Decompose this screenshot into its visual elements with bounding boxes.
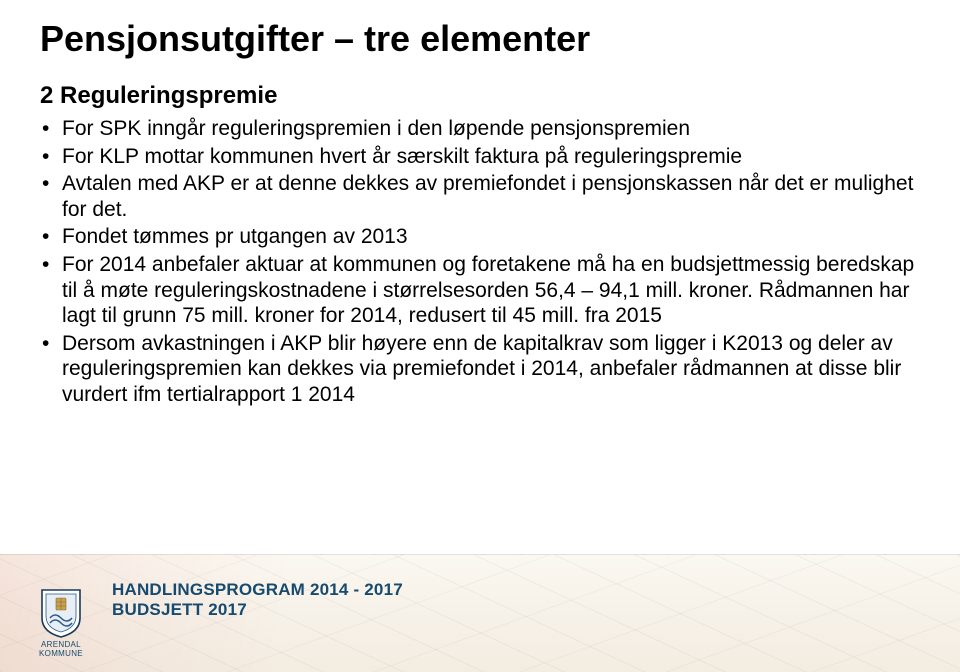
shield-icon: [40, 588, 82, 638]
bullet-item: Dersom avkastningen i AKP blir høyere en…: [40, 331, 920, 408]
footer-line-1: HANDLINGSPROGRAM 2014 - 2017: [112, 580, 403, 600]
footer-text-block: HANDLINGSPROGRAM 2014 - 2017 BUDSJETT 20…: [112, 580, 403, 620]
bullet-list: For SPK inngår reguleringspremien i den …: [40, 116, 920, 408]
bullet-item: For KLP mottar kommunen hvert år særskil…: [40, 144, 920, 170]
slide-title: Pensjonsutgifter – tre elementer: [40, 18, 920, 60]
slide-container: Pensjonsutgifter – tre elementer 2 Regul…: [0, 0, 960, 672]
municipality-logo: ARENDAL KOMMUNE: [30, 588, 92, 658]
footer-line-2: BUDSJETT 2017: [112, 600, 403, 620]
logo-text-bottom: KOMMUNE: [30, 650, 92, 658]
bullet-item: For SPK inngår reguleringspremien i den …: [40, 116, 920, 142]
section-subtitle: 2 Reguleringspremie: [40, 82, 920, 110]
bullet-item: Fondet tømmes pr utgangen av 2013: [40, 224, 920, 250]
slide-footer: ARENDAL KOMMUNE HANDLINGSPROGRAM 2014 - …: [0, 554, 960, 672]
bullet-item: Avtalen med AKP er at denne dekkes av pr…: [40, 171, 920, 222]
bullet-item: For 2014 anbefaler aktuar at kommunen og…: [40, 252, 920, 329]
